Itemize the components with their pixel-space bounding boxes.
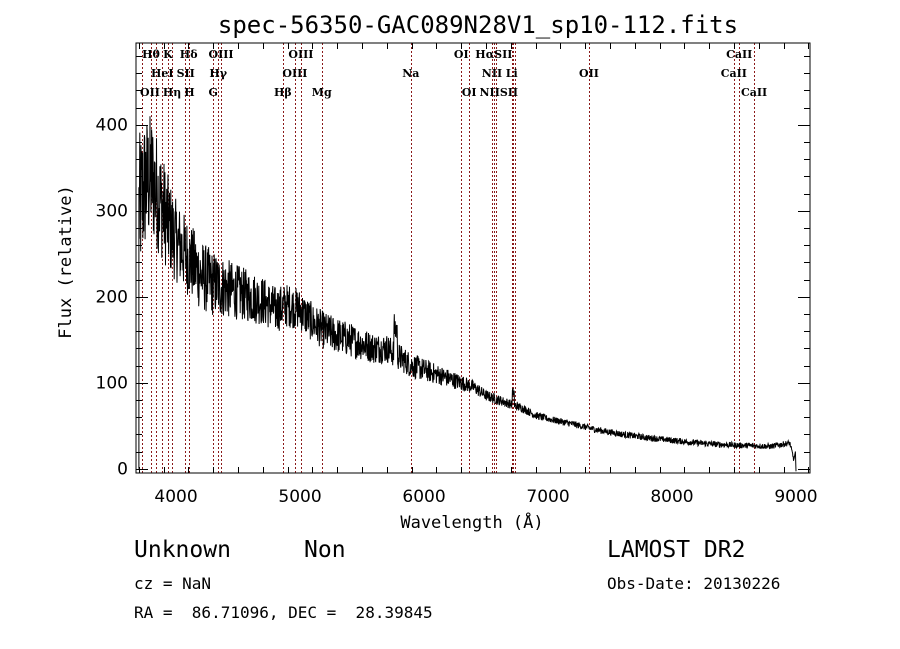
emission-line-label: HαSII (475, 48, 512, 61)
emission-line-label: Hβ (274, 86, 292, 99)
axis-ticks (136, 43, 810, 473)
emission-line-label: HeI (151, 67, 174, 80)
x-tick-label: 7000 (526, 487, 569, 507)
emission-line-label: CaII (721, 67, 747, 80)
object-class: Unknown (134, 537, 231, 563)
survey-name: LAMOST DR2 (607, 537, 746, 563)
emission-line-markers (142, 43, 755, 473)
emission-line-label: Li (506, 67, 518, 80)
emission-line-label: OII (140, 86, 160, 99)
emission-line-label: G (209, 86, 218, 99)
emission-line-label: Hδ (180, 48, 198, 61)
emission-line-label: OII (579, 67, 599, 80)
emission-line-label: CaII (741, 86, 767, 99)
y-axis-title: Flux (relative) (56, 185, 76, 339)
emission-line-label: Mg (312, 86, 332, 99)
x-tick-label: 6000 (402, 487, 445, 507)
emission-line-labels: Hθ K Hδ OIII OIII OI HαSII CaII HeI SII Hγ OIII Na NI… (140, 48, 767, 99)
emission-line-label: H (184, 86, 194, 99)
emission-line-label: SII (177, 67, 195, 80)
y-tick-label: 300 (96, 202, 128, 222)
emission-line-label: K (163, 48, 173, 61)
emission-line-label: OIII (209, 48, 234, 61)
y-tick-label: 400 (96, 116, 128, 136)
chart-title: spec-56350-GAC089N28V1_sp10-112.fits (218, 11, 738, 39)
emission-line-label: Hγ (209, 67, 227, 80)
emission-line-label: NII (482, 67, 502, 80)
y-tick-label: 200 (96, 288, 128, 308)
emission-line-label: OI (454, 48, 469, 61)
x-axis-title: Wavelength (Å) (400, 511, 543, 533)
object-subclass: Non (304, 537, 346, 563)
emission-line-label: OIII (282, 67, 307, 80)
emission-line-label: CaII (726, 48, 752, 61)
emission-line-label: OI (462, 86, 477, 99)
emission-line-label: Na (402, 67, 419, 80)
emission-line-label: NIISII (480, 86, 519, 99)
redshift-readout: cz = NaN (134, 574, 212, 593)
emission-line-label: Hη (163, 86, 181, 99)
plot-frame (135, 42, 811, 474)
x-tick-label: 5000 (278, 487, 321, 507)
y-tick-label: 0 (117, 460, 128, 480)
observation-date: Obs-Date: 20130226 (607, 574, 781, 593)
x-tick-labels: 4000 5000 6000 7000 8000 9000 (154, 487, 817, 507)
coordinates-readout: RA = 86.71096, DEC = 28.39845 (134, 603, 433, 622)
emission-line-label: Hθ (142, 48, 160, 61)
x-tick-label: 9000 (774, 487, 817, 507)
x-tick-label: 8000 (650, 487, 693, 507)
x-tick-label: 4000 (154, 487, 197, 507)
y-tick-labels: 0 100 200 300 400 (96, 116, 128, 480)
emission-line-label: OIII (288, 48, 313, 61)
spectrum-line (138, 116, 797, 472)
spectrum-series (138, 116, 797, 472)
y-tick-label: 100 (96, 374, 128, 394)
